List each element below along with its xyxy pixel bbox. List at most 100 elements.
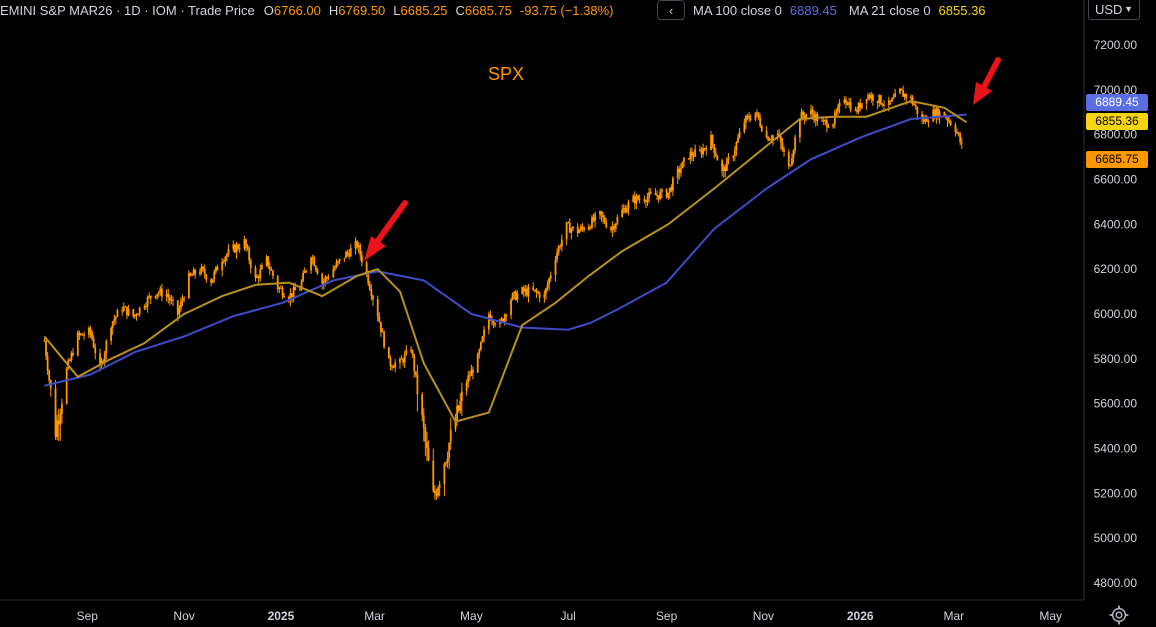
candle-body (154, 295, 157, 298)
candle-body (767, 136, 770, 141)
candle-body (372, 295, 374, 300)
gear-icon[interactable] (1108, 604, 1130, 626)
candle-body (437, 487, 439, 496)
candle-body (881, 103, 884, 106)
ma21-line (43, 99, 968, 423)
candle-body (689, 151, 692, 159)
candle-body (603, 217, 606, 223)
candle-body (132, 309, 135, 317)
candle-body (494, 323, 497, 325)
candle-body (799, 120, 801, 138)
candle-body (549, 275, 552, 279)
candle-body (921, 114, 924, 120)
candle-body (846, 102, 849, 105)
candle-body (435, 493, 438, 496)
ma100-price-tag: 6889.45 (1086, 94, 1148, 111)
candle-body (367, 272, 370, 284)
candle-body (260, 265, 263, 270)
candle-body (114, 316, 117, 319)
candle-body (203, 269, 206, 275)
candle-body (113, 318, 116, 322)
candle-body (643, 199, 646, 202)
chevron-down-icon: ▼ (1124, 4, 1133, 14)
candle-body (389, 358, 392, 367)
candle-body (421, 394, 424, 416)
candle-body (757, 112, 760, 119)
candle-body (592, 217, 595, 221)
candle-body (299, 289, 301, 291)
candle-body (716, 156, 719, 161)
candle-body (291, 293, 293, 297)
candle-body (213, 271, 216, 279)
candle-body (416, 374, 419, 395)
candle-body (503, 314, 506, 322)
y-tick-label: 6800.00 (1094, 128, 1138, 142)
candle-body (60, 403, 63, 414)
candle-body (214, 266, 217, 272)
candle-body (289, 293, 292, 301)
candle-body (749, 118, 752, 120)
candle-body (722, 166, 725, 171)
symbol-label[interactable]: EMINI S&P MAR26 · 1D · IOM · Trade Price (0, 2, 255, 18)
candle-body (737, 137, 739, 143)
ma21-label[interactable]: MA 21 close 0 (848, 2, 931, 18)
candle-body (614, 223, 617, 229)
candle-body (311, 257, 314, 259)
candle-body (657, 195, 660, 199)
candle-body (270, 269, 273, 271)
candle-body (946, 117, 949, 121)
candle-body (245, 239, 247, 247)
candle-body (933, 109, 936, 118)
y-tick-label: 7200.00 (1094, 38, 1138, 52)
candle-body (576, 226, 579, 234)
candle-body (824, 120, 827, 122)
candle-body (345, 252, 347, 258)
currency-select[interactable]: USD ▼ (1088, 0, 1140, 20)
candle-body (856, 109, 858, 113)
candle-body (732, 156, 735, 158)
candle-body (802, 111, 804, 116)
candle-body (803, 115, 806, 118)
candle-body (776, 133, 779, 136)
collapse-indicators-button[interactable]: ‹ (657, 0, 685, 20)
candle-body (56, 420, 59, 438)
candle-body (137, 314, 139, 316)
candle-body (399, 358, 401, 363)
candle-body (645, 201, 647, 203)
candle-body (859, 102, 862, 109)
candle-body (725, 159, 728, 171)
candle-body (676, 168, 679, 179)
y-tick-label: 5400.00 (1094, 442, 1138, 456)
candle-body (445, 462, 447, 464)
y-tick-label: 6200.00 (1094, 262, 1138, 276)
x-tick-label: Sep (77, 609, 99, 623)
ma100-label[interactable]: MA 100 close 0 (693, 2, 782, 18)
candle-body (937, 108, 939, 119)
last-price-tag: 6685.75 (1086, 151, 1148, 168)
candle-body (594, 214, 597, 221)
candle-body (635, 195, 638, 204)
candle-body (127, 309, 130, 316)
candle-body (170, 299, 173, 301)
x-tick-label: May (460, 609, 483, 623)
candle-series (43, 85, 963, 500)
candle-body (302, 272, 305, 281)
time-axis: Sep Nov 2025 Mar May Jul Sep Nov 2026 Mar May (77, 609, 1062, 623)
candle-body (667, 192, 670, 198)
candle-body (560, 239, 563, 247)
candle-body (103, 352, 106, 362)
candle-body (381, 331, 384, 333)
candle-body (457, 405, 460, 411)
candle-body (110, 327, 112, 341)
x-tick-label: Mar (364, 609, 385, 623)
y-tick-label: 5000.00 (1094, 531, 1138, 545)
candle-body (660, 189, 663, 192)
candle-body (627, 202, 630, 209)
y-tick-label: 5800.00 (1094, 352, 1138, 366)
candle-body (938, 111, 941, 119)
candle-body (83, 335, 86, 337)
candle-body (122, 306, 125, 311)
low-label: L (393, 2, 401, 18)
candle-body (237, 244, 239, 249)
